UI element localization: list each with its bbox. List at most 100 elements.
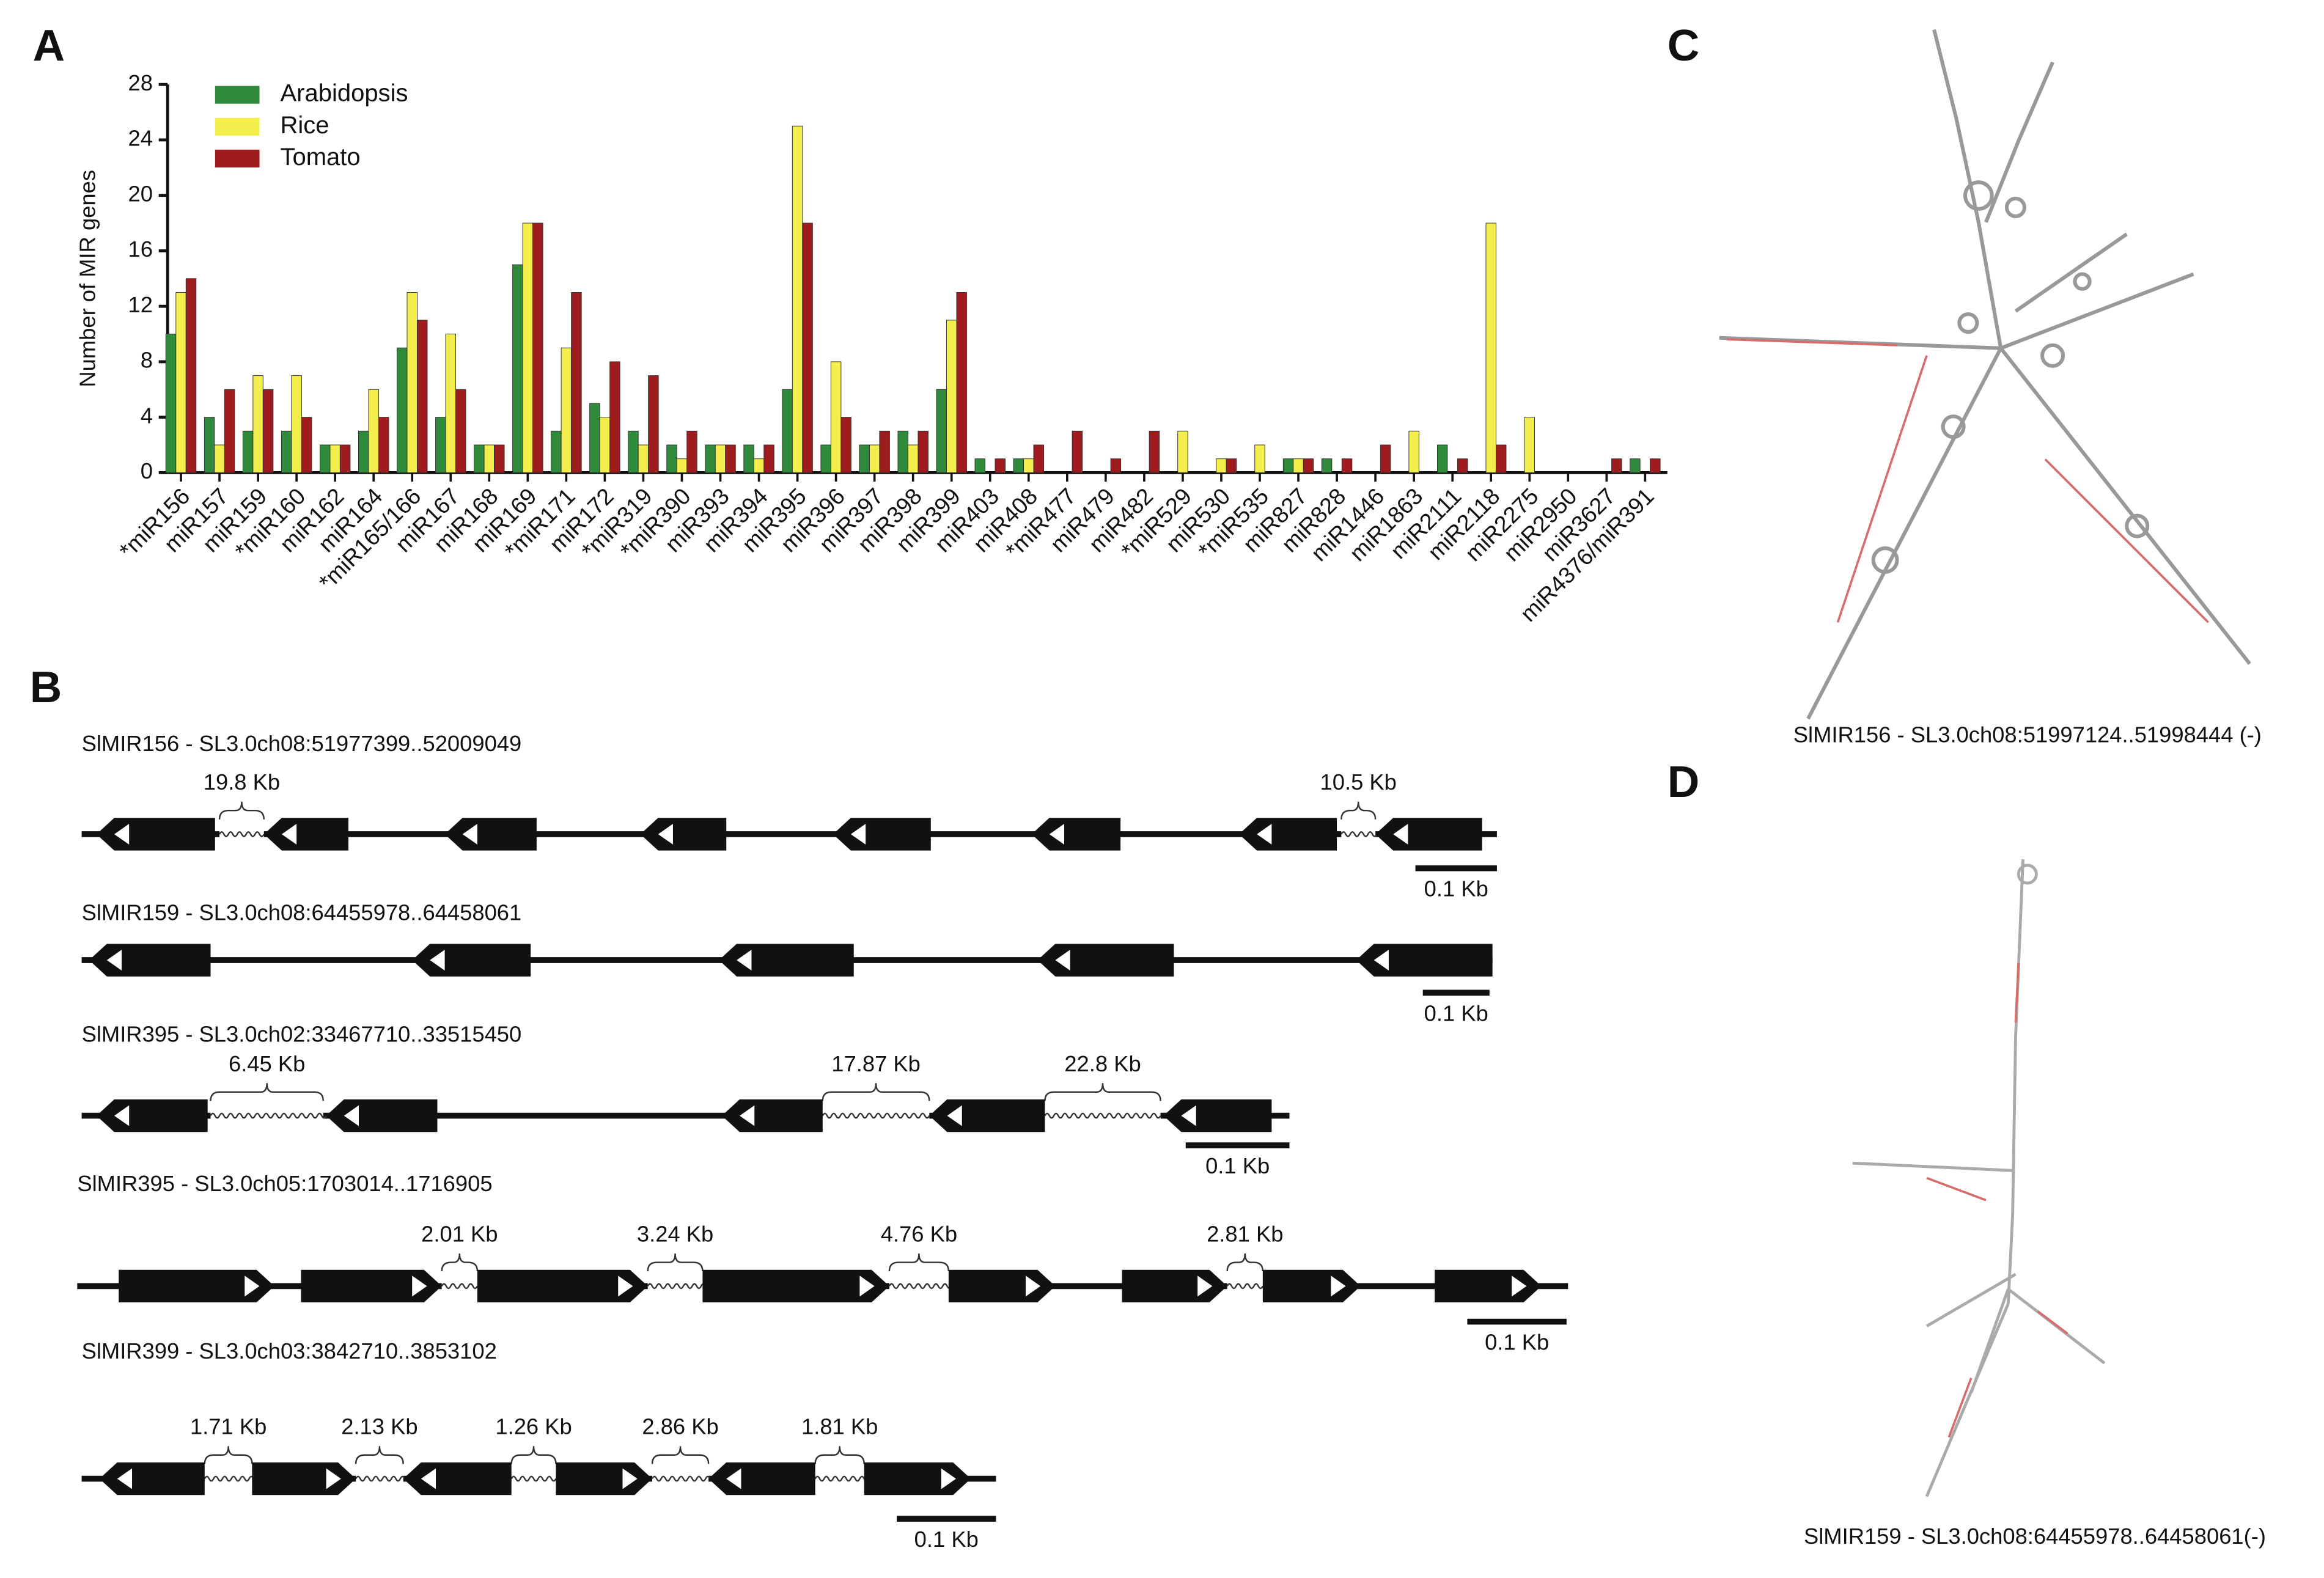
panel-label: A — [33, 21, 65, 70]
exon — [301, 1269, 442, 1303]
legend-label: Tomato — [280, 144, 360, 171]
scale-label: 0.1 Kb — [1205, 1153, 1270, 1178]
bar — [628, 430, 639, 473]
exon — [1375, 818, 1482, 851]
exon — [721, 1099, 823, 1132]
exon — [252, 1462, 356, 1495]
bar — [599, 417, 611, 473]
gap-wave — [814, 1475, 870, 1482]
bar — [339, 444, 351, 473]
exon-arrow — [281, 823, 297, 845]
bar — [185, 278, 197, 473]
exon-arrow — [658, 823, 673, 845]
gap-brace — [204, 1446, 253, 1464]
bar — [1436, 444, 1448, 473]
y-axis-title: Number of MIR genes — [75, 170, 100, 387]
rna-structure — [1852, 859, 2106, 1497]
bar — [319, 444, 331, 473]
structure-caption: SlMIR156 - SL3.0ch08:51997124..51998444 … — [1793, 722, 2262, 747]
bar — [869, 444, 880, 473]
gap-label: 17.87 Kb — [831, 1051, 921, 1076]
bar — [686, 430, 697, 473]
bar — [494, 444, 505, 473]
bar — [262, 389, 274, 473]
bar — [946, 320, 957, 473]
y-tick-label: 24 — [128, 126, 153, 151]
gap-wave — [647, 1283, 711, 1290]
bar — [406, 292, 417, 473]
bar — [378, 417, 389, 473]
gene-title: SlMIR159 - SL3.0ch08:64455978..64458061 — [82, 900, 522, 925]
scale-label: 0.1 Kb — [1424, 876, 1488, 901]
exon — [119, 1269, 274, 1303]
gap-brace — [510, 1446, 557, 1464]
bar — [879, 430, 890, 473]
exon-arrow — [1393, 823, 1408, 845]
bar — [1149, 430, 1160, 473]
bar — [1282, 458, 1294, 473]
bar — [484, 444, 495, 473]
exon — [99, 1462, 205, 1495]
gap-wave — [218, 831, 265, 837]
exon-arrow — [1373, 950, 1389, 971]
exon-arrow — [1025, 1275, 1041, 1297]
exon — [1031, 818, 1121, 851]
gap-brace — [814, 1446, 865, 1464]
bar — [1177, 430, 1188, 473]
bar — [1457, 458, 1468, 473]
gap-label: 1.71 Kb — [190, 1414, 267, 1439]
exon-arrow — [114, 1105, 130, 1126]
exon-arrow — [618, 1275, 633, 1297]
bar — [676, 458, 688, 473]
exon-arrow — [245, 1275, 260, 1297]
bar — [917, 430, 928, 473]
bar — [561, 347, 572, 473]
panel-label: B — [30, 662, 62, 712]
gene-title: SlMIR156 - SL3.0ch08:51977399..52009049 — [82, 731, 522, 756]
legend-label: Rice — [280, 112, 329, 139]
bar — [753, 458, 765, 473]
exon-arrow — [1181, 1105, 1196, 1126]
exon — [1262, 1269, 1361, 1303]
bar — [589, 403, 600, 473]
bar — [397, 347, 408, 473]
bar — [281, 430, 292, 473]
scale-label: 0.1 Kb — [1424, 1000, 1488, 1026]
scale-label: 0.1 Kb — [914, 1527, 979, 1552]
exon-arrow — [1257, 823, 1272, 845]
gap-brace — [888, 1253, 950, 1272]
bar — [455, 389, 466, 473]
gap-wave — [1226, 1283, 1263, 1290]
y-tick-label: 16 — [128, 237, 153, 262]
exon — [833, 818, 931, 851]
bar — [1072, 430, 1083, 473]
gap-brace — [355, 1446, 404, 1464]
gene-title: SlMIR395 - SL3.0ch05:1703014..1716905 — [77, 1171, 492, 1196]
bar — [368, 389, 379, 473]
bar — [648, 375, 659, 473]
gene-title: SlMIR399 - SL3.0ch03:3842710..3853102 — [82, 1338, 497, 1363]
exon-arrow — [462, 823, 477, 845]
bar — [1485, 222, 1496, 473]
gap-label: 1.81 Kb — [801, 1414, 878, 1439]
bar — [417, 320, 428, 473]
bar — [1303, 458, 1314, 473]
exon-arrow — [430, 950, 445, 971]
y-tick-label: 4 — [141, 403, 153, 428]
legend-swatch — [215, 86, 260, 104]
bar — [907, 444, 919, 473]
exon — [702, 1269, 889, 1303]
exon — [403, 1462, 512, 1495]
exon-arrow — [1055, 950, 1070, 971]
bar — [859, 444, 870, 473]
gap-brace — [822, 1083, 930, 1101]
gap-brace — [1226, 1253, 1264, 1272]
legend-swatch — [215, 149, 260, 167]
gap-brace — [651, 1446, 710, 1464]
gap-brace — [647, 1253, 704, 1272]
exon-arrow — [344, 1105, 359, 1126]
gap-brace — [210, 1083, 324, 1101]
exon — [1122, 1269, 1227, 1303]
rna-structure — [1719, 29, 2251, 720]
bar — [1524, 417, 1535, 473]
